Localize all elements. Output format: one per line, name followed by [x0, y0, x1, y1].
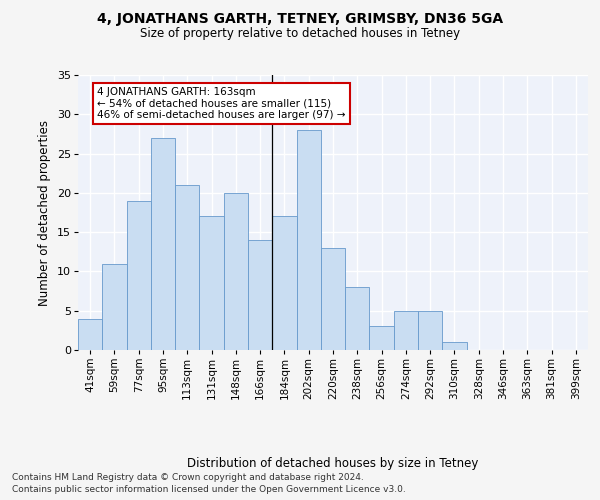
Text: Size of property relative to detached houses in Tetney: Size of property relative to detached ho…	[140, 28, 460, 40]
Text: Contains public sector information licensed under the Open Government Licence v3: Contains public sector information licen…	[12, 485, 406, 494]
Bar	[224, 193, 248, 350]
Bar	[127, 200, 151, 350]
Y-axis label: Number of detached properties: Number of detached properties	[38, 120, 52, 306]
Bar	[175, 185, 199, 350]
Bar	[272, 216, 296, 350]
Bar	[296, 130, 321, 350]
Bar	[199, 216, 224, 350]
Bar	[151, 138, 175, 350]
Bar	[78, 318, 102, 350]
Bar	[321, 248, 345, 350]
Text: Contains HM Land Registry data © Crown copyright and database right 2024.: Contains HM Land Registry data © Crown c…	[12, 472, 364, 482]
Bar	[418, 310, 442, 350]
Text: Distribution of detached houses by size in Tetney: Distribution of detached houses by size …	[187, 458, 479, 470]
Text: 4 JONATHANS GARTH: 163sqm
← 54% of detached houses are smaller (115)
46% of semi: 4 JONATHANS GARTH: 163sqm ← 54% of detac…	[97, 87, 346, 120]
Bar	[102, 264, 127, 350]
Text: 4, JONATHANS GARTH, TETNEY, GRIMSBY, DN36 5GA: 4, JONATHANS GARTH, TETNEY, GRIMSBY, DN3…	[97, 12, 503, 26]
Bar	[248, 240, 272, 350]
Bar	[394, 310, 418, 350]
Bar	[345, 287, 370, 350]
Bar	[442, 342, 467, 350]
Bar	[370, 326, 394, 350]
